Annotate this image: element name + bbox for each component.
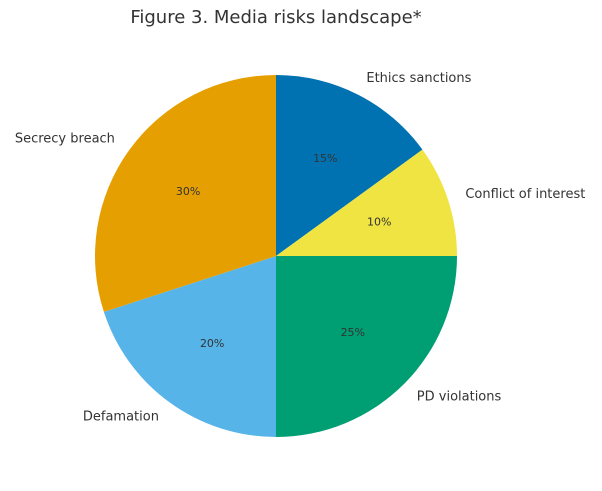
chart-title: Figure 3. Media risks landscape* xyxy=(130,7,421,28)
value-label: 25% xyxy=(341,326,365,339)
slice-label: Conflict of interest xyxy=(465,187,585,202)
pie-slice xyxy=(276,256,457,437)
pie-slice xyxy=(94,75,276,312)
value-label: 15% xyxy=(313,152,337,165)
slice-label: Defamation xyxy=(83,410,159,425)
pie-slice xyxy=(276,149,457,256)
value-label: 30% xyxy=(176,185,200,198)
slice-label: Secrecy breach xyxy=(15,131,115,146)
slice-label: Ethics sanctions xyxy=(366,71,471,86)
pie-slice xyxy=(276,75,423,256)
pie-slice xyxy=(103,256,277,437)
value-label: 10% xyxy=(367,215,391,228)
slice-label: PD violations xyxy=(417,389,502,404)
value-label: 20% xyxy=(200,337,224,350)
